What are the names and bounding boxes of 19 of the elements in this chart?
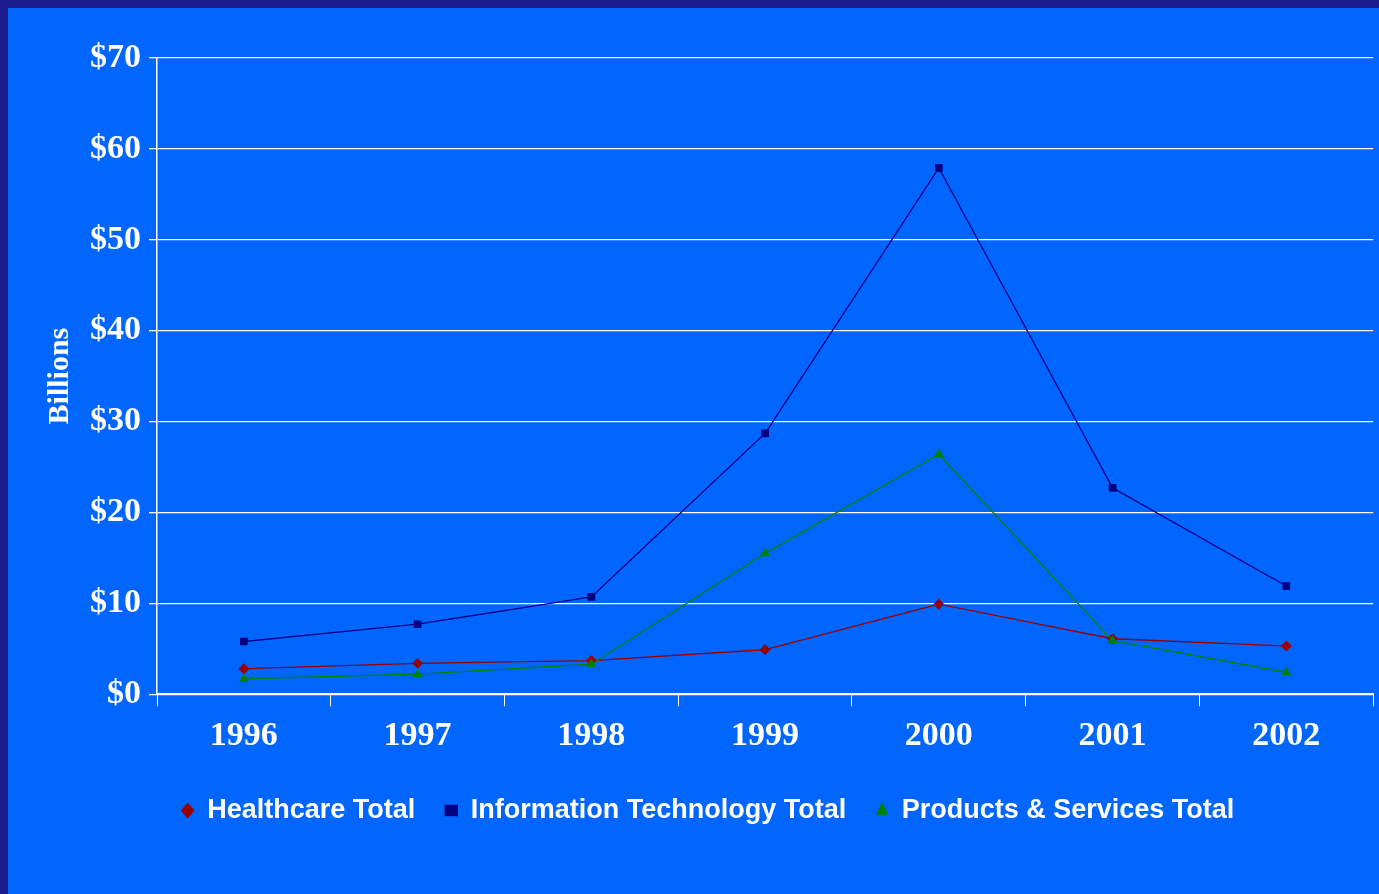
- x-tick-label: 1999: [731, 715, 800, 753]
- y-tick-label: $50: [90, 218, 141, 256]
- legend-label: Information Technology Total: [470, 793, 847, 824]
- x-tick-label: 1996: [209, 715, 278, 753]
- y-tick-label: $60: [90, 127, 141, 165]
- y-tick-label: $40: [90, 309, 141, 347]
- y-tick-label: $30: [90, 400, 141, 438]
- legend-label: Products & Services Total: [901, 793, 1235, 824]
- x-tick-label: 2001: [1078, 715, 1147, 753]
- legend-label: Healthcare Total: [207, 793, 416, 824]
- y-tick-label: $0: [107, 672, 141, 710]
- y-axis-title: Billions: [40, 327, 74, 425]
- y-tick-label: $10: [90, 582, 141, 620]
- x-tick-label: 1998: [557, 715, 626, 753]
- y-tick-label: $70: [90, 36, 141, 74]
- x-tick-label: 2000: [904, 715, 973, 753]
- y-tick-label: $20: [90, 491, 141, 529]
- x-tick-label: 2002: [1252, 715, 1321, 753]
- x-tick-label: 1997: [383, 715, 452, 753]
